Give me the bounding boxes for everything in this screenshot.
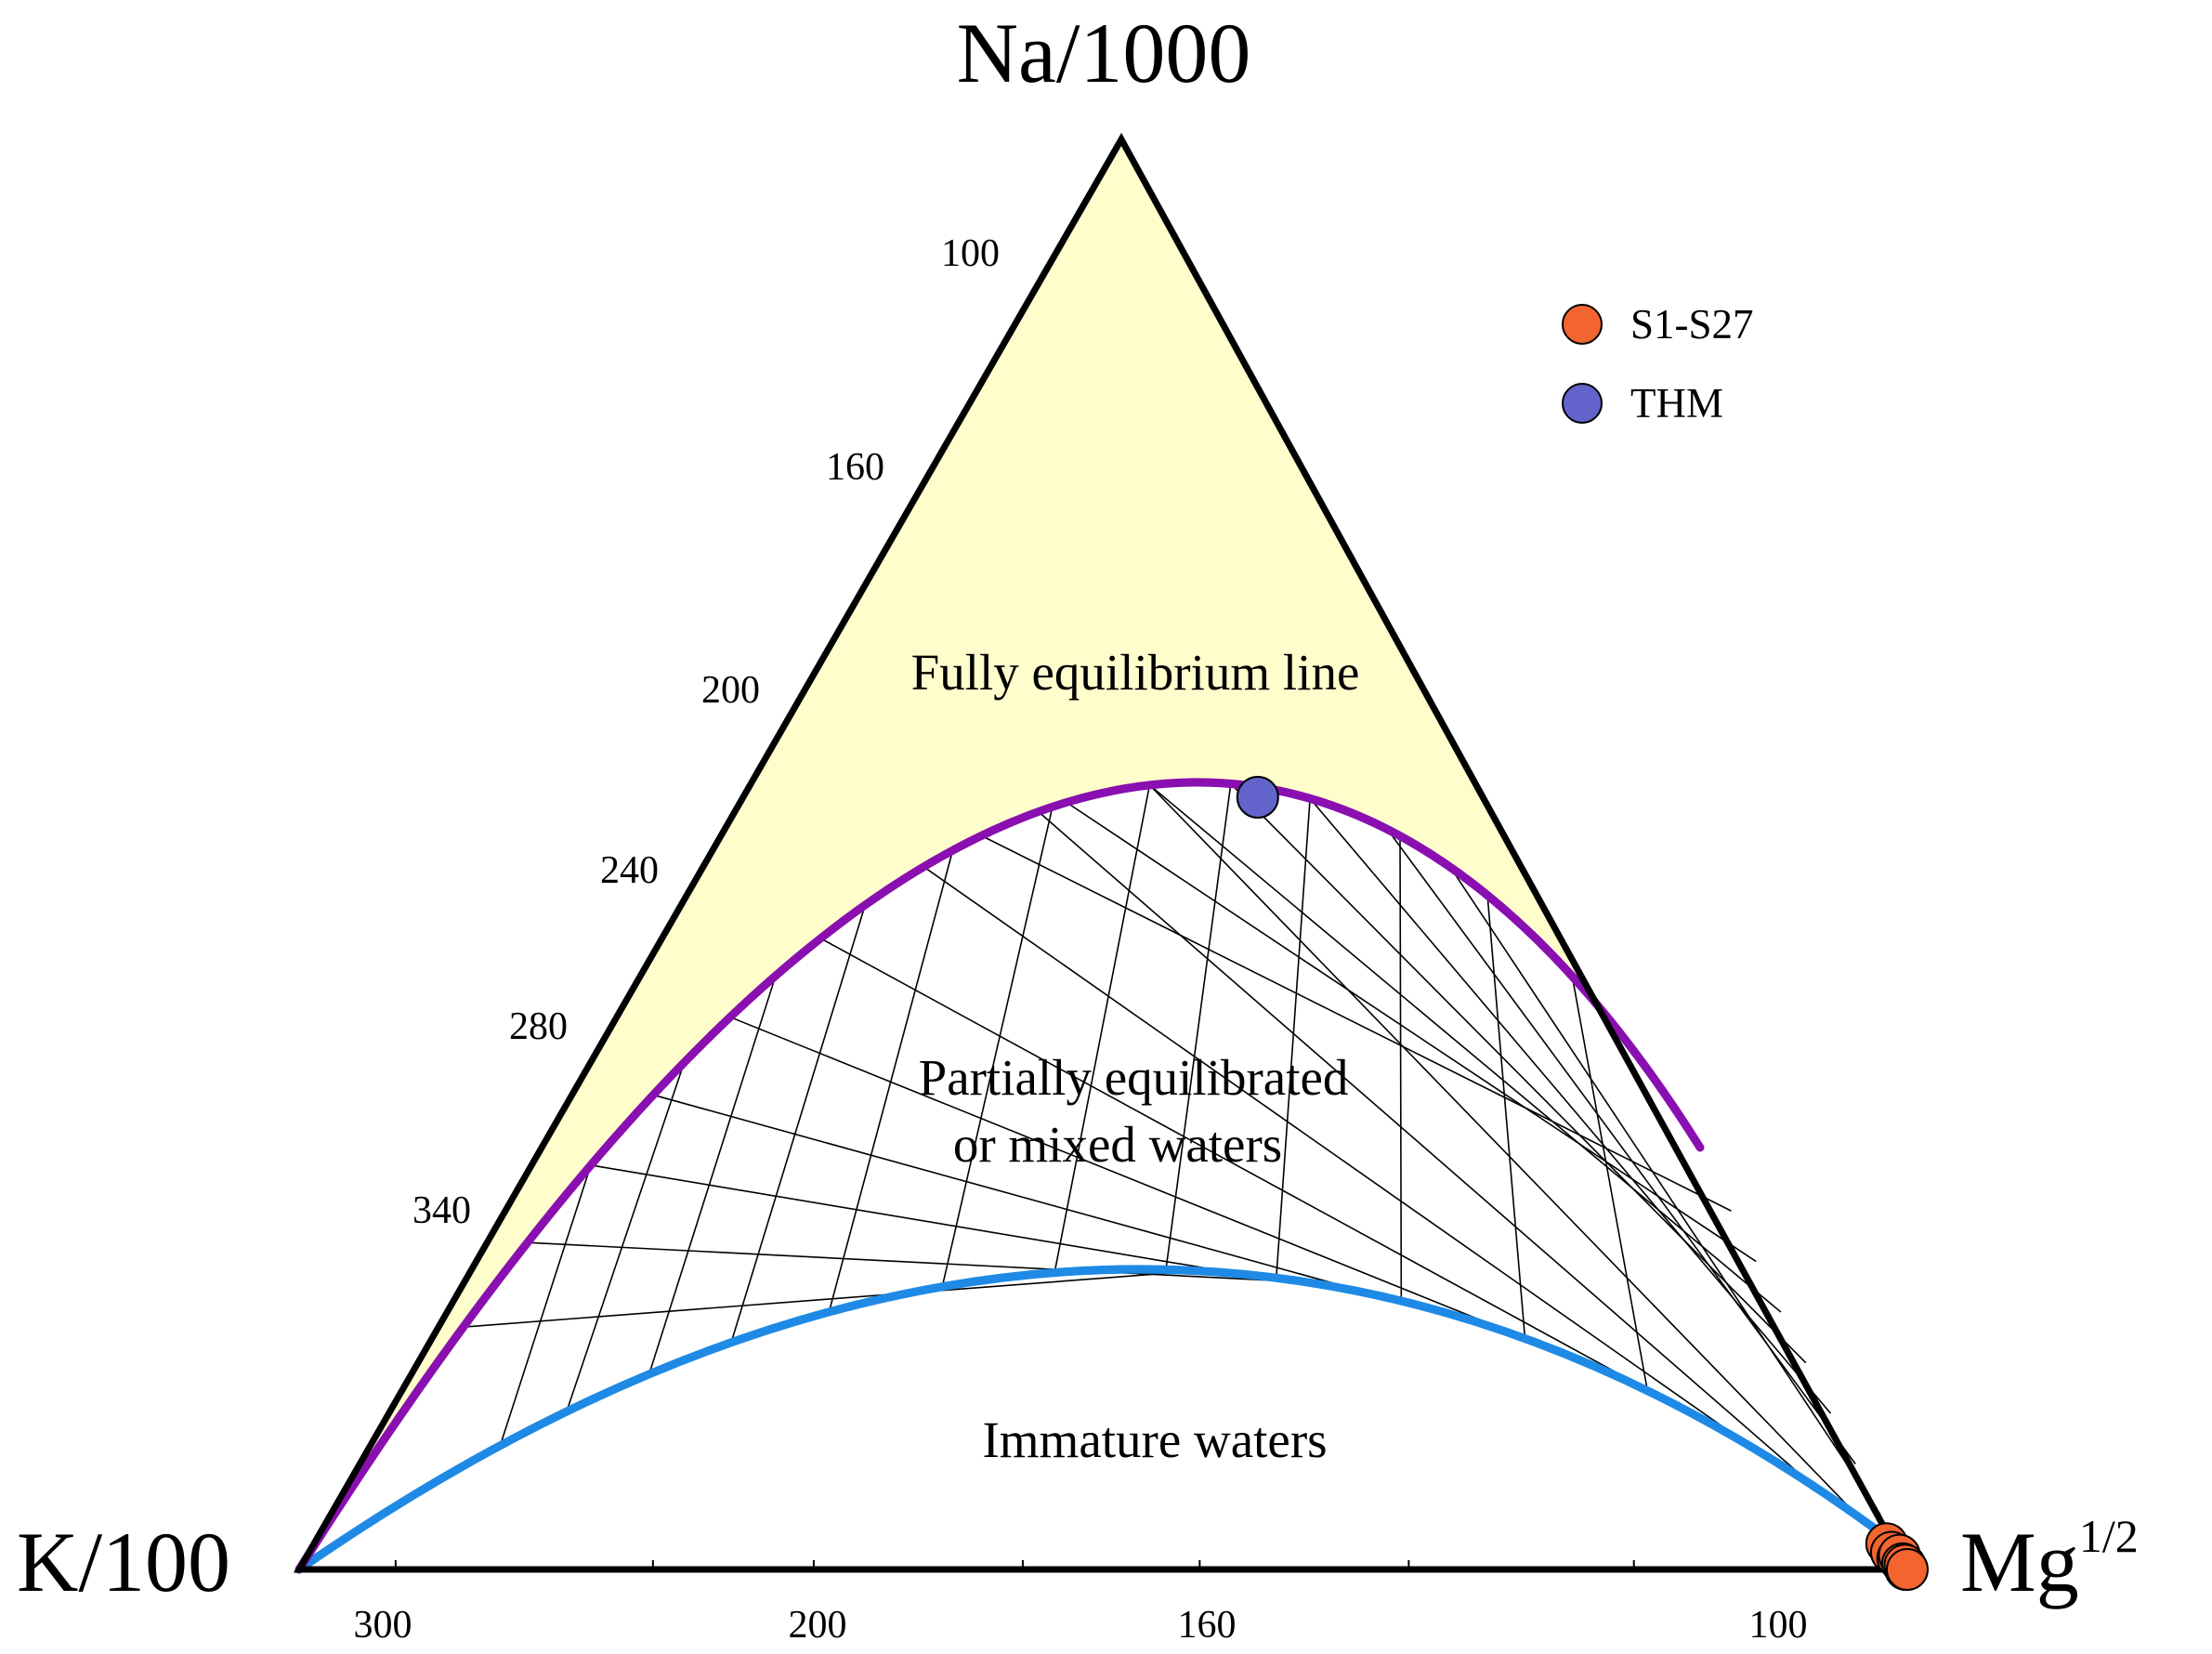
grid-line <box>828 849 954 1313</box>
bottom-tick-label: 200 <box>789 1604 847 1647</box>
legend-label-s1-s27: S1-S27 <box>1630 301 1754 348</box>
bottom-tick-label: 300 <box>354 1604 412 1647</box>
bottom-tick-label: 160 <box>1178 1604 1237 1647</box>
grid-line <box>1066 801 1757 1263</box>
region-label-immature: Immature waters <box>982 1411 1327 1468</box>
bottom-tick-label: 100 <box>1749 1604 1808 1647</box>
grid-line <box>941 807 1054 1287</box>
sub-equilibrium-region <box>299 781 1907 1569</box>
grid-line <box>1038 810 1814 1488</box>
grid-line <box>566 1062 686 1412</box>
grid-line <box>1486 895 1526 1339</box>
left-tick-label: 200 <box>701 669 760 712</box>
grid-line <box>527 1241 1308 1283</box>
data-point-thm <box>1236 775 1279 819</box>
data-point-s1-s27 <box>1886 1548 1929 1591</box>
grid-line <box>923 866 1755 1450</box>
legend-label-thm: THM <box>1630 380 1723 427</box>
grid-line <box>819 938 1679 1407</box>
grid-line <box>1148 784 1782 1313</box>
left-tick-label: 280 <box>509 1005 568 1048</box>
legend: S1-S27 THM <box>1562 301 1754 427</box>
left-tick-label: 340 <box>412 1189 471 1232</box>
left-tick-label: 240 <box>600 849 659 892</box>
legend-marker-s1-s27 <box>1562 304 1603 345</box>
apex-label-k: K/100 <box>17 1515 230 1609</box>
apex-label-mg: Mg1/2 <box>1960 1510 2139 1609</box>
grid-line <box>1276 798 1311 1279</box>
grid-line <box>1449 866 1881 1516</box>
grid-line <box>1386 828 1856 1464</box>
bottom-edge-tick-marks <box>394 1560 1635 1569</box>
legend-marker-thm <box>1562 383 1603 424</box>
grid-line <box>729 1016 1587 1364</box>
grid-line <box>730 904 867 1343</box>
grid-line <box>1571 976 1649 1391</box>
grid-line <box>1165 783 1232 1270</box>
ternary-outline <box>293 132 1913 1573</box>
grid-line <box>1148 784 1860 1518</box>
apex-label-mg-base: Mg <box>1960 1515 2079 1609</box>
grid-line <box>648 975 777 1375</box>
isotherm-grid <box>463 782 1881 1518</box>
region-label-full-equilibrium: Fully equilibrium line <box>911 644 1360 701</box>
grid-line <box>1054 784 1151 1273</box>
apex-label-na: Na/1000 <box>957 6 1251 100</box>
immature-waters-curve <box>294 1265 1893 1574</box>
data-points <box>1236 775 1929 1591</box>
apex-label-mg-exponent: 1/2 <box>2079 1510 2139 1562</box>
region-label-partial-line2: or mixed waters <box>953 1116 1282 1173</box>
grid-line <box>1399 835 1403 1302</box>
left-tick-label: 160 <box>826 446 884 489</box>
grid-line <box>1309 797 1832 1414</box>
region-label-partial-line1: Partially equilibrated <box>919 1049 1349 1106</box>
full-equilibrium-curve <box>294 778 1705 1574</box>
left-tick-label: 100 <box>941 232 1000 275</box>
grid-line <box>463 1269 1198 1328</box>
grid-line <box>499 1164 592 1446</box>
